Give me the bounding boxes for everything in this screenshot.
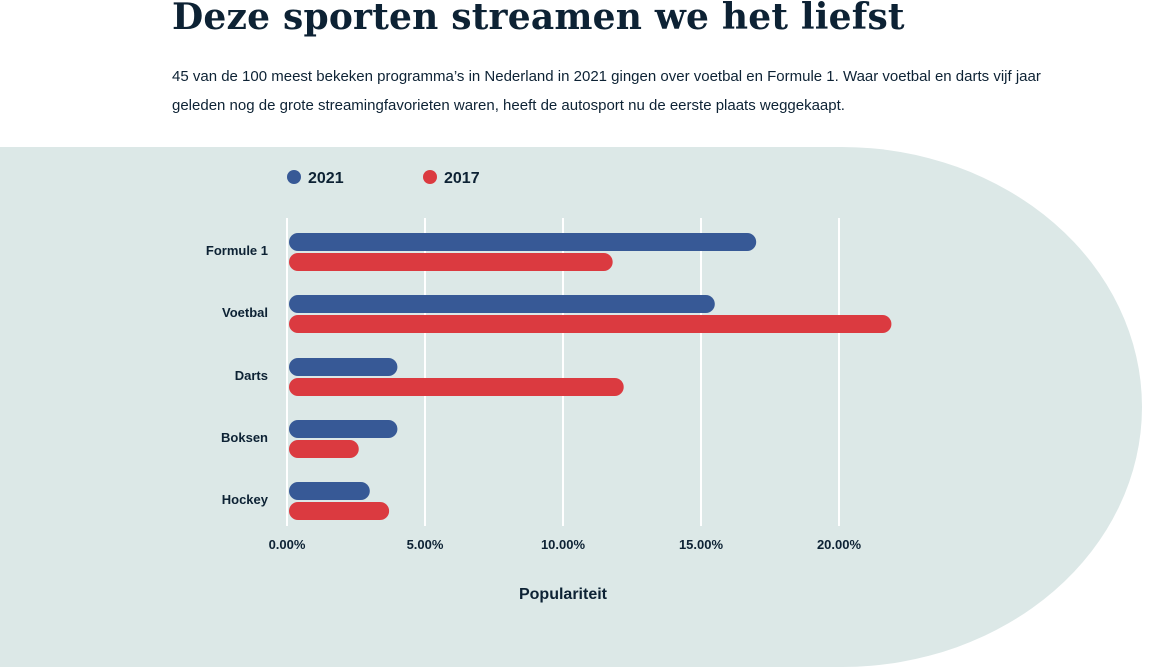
bar-2017-voetbal (289, 315, 892, 333)
bar-2021-voetbal (289, 295, 715, 313)
category-label: Hockey (222, 492, 269, 507)
bar-2017-darts (289, 378, 624, 396)
legend-label: 2021 (308, 170, 344, 187)
x-axis-label: Populariteit (519, 586, 608, 603)
bar-2017-boksen (289, 440, 359, 458)
x-tick-label: 20.00% (817, 537, 862, 552)
x-tick-label: 0.00% (269, 537, 306, 552)
x-tick-label: 15.00% (679, 537, 724, 552)
category-label: Boksen (221, 430, 268, 445)
bar-2021-darts (289, 358, 398, 376)
legend-label: 2017 (444, 170, 480, 187)
bar-2021-hockey (289, 482, 370, 500)
legend-marker (287, 170, 301, 184)
bar-2017-formule-1 (289, 253, 613, 271)
page-title: Deze sporten streamen we het liefst (172, 0, 905, 38)
bar-2021-formule-1 (289, 233, 757, 251)
category-label: Darts (235, 368, 268, 383)
bar-2017-hockey (289, 502, 390, 520)
bar-chart: 0.00% 5.00% 10.00% 15.00% 20.00% Populariteit… (206, 170, 892, 603)
category-label: Voetbal (222, 305, 268, 320)
intro-text: 45 van de 100 meest bekeken programma’s … (172, 68, 1041, 114)
x-tick-label: 5.00% (407, 537, 444, 552)
legend-marker (423, 170, 437, 184)
bar-2021-boksen (289, 420, 398, 438)
category-label: Formule 1 (206, 243, 268, 258)
x-tick-label: 10.00% (541, 537, 586, 552)
